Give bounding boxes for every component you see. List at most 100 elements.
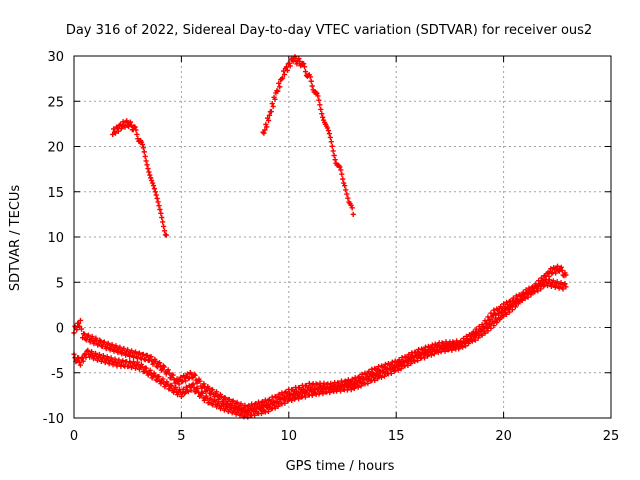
data-point [395, 367, 401, 373]
data-point [173, 384, 179, 391]
data-point [132, 349, 139, 355]
data-point [211, 398, 217, 404]
data-point [140, 351, 146, 357]
data-point [120, 358, 126, 364]
data-point [139, 141, 146, 148]
data-point [212, 397, 218, 403]
data-point [128, 122, 134, 128]
data-point [268, 108, 274, 115]
data-point [282, 400, 288, 406]
data-point [315, 93, 321, 99]
data-point [259, 398, 266, 405]
data-point [342, 382, 349, 388]
data-point [428, 352, 434, 358]
x-tick-label: 25 [603, 429, 620, 444]
data-point [96, 351, 102, 358]
data-point [337, 388, 344, 394]
data-point [160, 376, 166, 382]
data-point [115, 349, 121, 356]
data-point [548, 283, 554, 290]
data-point [535, 288, 541, 294]
data-point [378, 374, 385, 380]
data-point [199, 390, 206, 396]
data-point [365, 380, 371, 386]
data-point [213, 389, 220, 395]
data-point [381, 373, 388, 379]
data-point [133, 127, 139, 133]
data-point [287, 63, 293, 69]
data-point [252, 412, 258, 418]
data-point [135, 136, 141, 142]
data-point [148, 354, 154, 360]
data-point [161, 223, 167, 230]
data-point [195, 385, 201, 392]
data-point [151, 186, 157, 192]
data-point [341, 379, 348, 385]
data-point [76, 323, 83, 329]
data-point [85, 347, 91, 353]
data-point [406, 351, 412, 358]
data-point [263, 121, 269, 128]
data-point [562, 281, 568, 287]
data-point [389, 359, 395, 365]
data-point [367, 373, 373, 380]
data-point [140, 145, 146, 151]
data-point [320, 114, 326, 120]
data-point [119, 351, 125, 357]
data-point [319, 111, 325, 117]
data-point [222, 395, 228, 401]
data-point [247, 407, 253, 414]
data-point [317, 102, 323, 108]
data-point [442, 348, 448, 354]
data-point [152, 372, 158, 378]
data-point [89, 333, 95, 340]
data-point [152, 189, 158, 195]
data-point [116, 357, 122, 363]
data-point [314, 90, 320, 97]
data-point [76, 359, 83, 366]
data-point [302, 394, 308, 400]
data-point [348, 387, 354, 393]
data-point [281, 71, 288, 78]
data-point [112, 130, 119, 136]
data-point [106, 361, 112, 367]
data-point [236, 408, 242, 414]
x-tick-label: 5 [177, 429, 185, 444]
x-tick-label: 20 [495, 429, 512, 444]
data-points [71, 54, 569, 420]
data-point [439, 340, 445, 346]
data-point [134, 359, 141, 365]
data-point [337, 164, 343, 170]
data-point [339, 171, 345, 177]
data-point [554, 279, 560, 285]
data-point [98, 358, 104, 364]
data-point [156, 374, 162, 380]
data-point [559, 268, 565, 274]
data-point [277, 84, 283, 90]
data-point [507, 303, 514, 310]
data-point [190, 381, 196, 387]
data-point [135, 351, 142, 357]
data-point [332, 157, 338, 163]
data-point [217, 406, 224, 412]
data-point [394, 365, 400, 371]
data-point [302, 68, 309, 75]
data-point [79, 335, 86, 341]
data-point [231, 404, 237, 410]
data-point [111, 348, 117, 354]
data-point [269, 100, 275, 107]
data-point [165, 367, 171, 373]
data-point [429, 347, 435, 353]
data-point [128, 360, 134, 366]
tick-labels: 0 5 10 15 20 25 -10 -5 0 5 10 15 20 25 30 [43, 50, 620, 444]
data-point [343, 187, 349, 193]
data-point [157, 206, 163, 213]
data-point [265, 117, 272, 124]
data-point [469, 338, 475, 344]
data-point [279, 75, 286, 81]
data-point [85, 332, 91, 338]
data-point [165, 381, 171, 387]
data-point [77, 317, 84, 324]
y-tick-label: 30 [47, 50, 64, 65]
data-point [330, 148, 336, 154]
